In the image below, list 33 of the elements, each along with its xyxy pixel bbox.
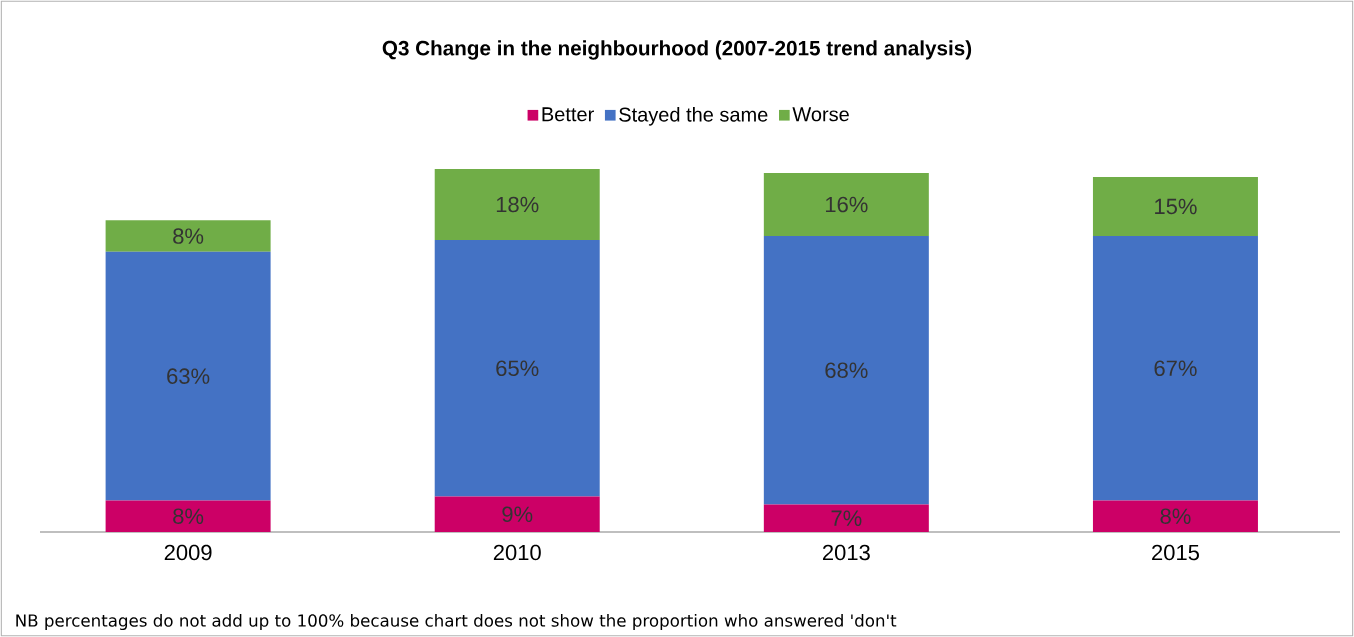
data-label: 8% (173, 508, 204, 524)
x-tick-label: 2010 (493, 544, 541, 561)
data-label: 8% (173, 228, 204, 244)
data-label: 68% (825, 362, 868, 379)
legend-label: Stayed the same (619, 107, 768, 126)
data-label: 18% (496, 196, 539, 213)
bar (1092, 236, 1258, 501)
bar (105, 251, 271, 501)
data-label: 9% (502, 506, 533, 523)
data-label: 65% (496, 360, 539, 377)
data-label: 7% (831, 510, 862, 526)
text: NB percentages do not add up to 100% because chart does not show the proportion who answered 'don't (16, 613, 897, 631)
data-label: 16% (825, 196, 868, 213)
chart-title: Q3 Change in the neighbourhood (2007-2015 trend analysis) (382, 40, 972, 60)
bar (434, 169, 600, 241)
data-label: 67% (1154, 360, 1197, 377)
bar (105, 500, 271, 532)
bar (1092, 176, 1258, 237)
legend-label: Better (542, 107, 594, 122)
bar (763, 172, 929, 237)
bar (105, 220, 271, 252)
x-tick-label: 2013 (822, 544, 870, 561)
data-label: 15% (1155, 198, 1197, 215)
bar (763, 504, 929, 532)
x-tick-label: 2015 (1152, 544, 1199, 561)
data-label: 8% (1160, 508, 1191, 524)
bar (763, 236, 929, 505)
bar (434, 240, 600, 497)
bar (1092, 500, 1258, 532)
legend-label: Worse (792, 107, 849, 122)
bar (434, 496, 600, 532)
x-tick-label: 2009 (164, 544, 212, 561)
data-label: 63% (167, 368, 210, 384)
